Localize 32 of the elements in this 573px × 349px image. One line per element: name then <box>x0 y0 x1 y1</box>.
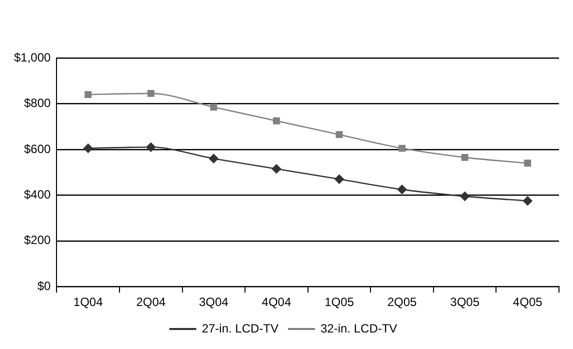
y-tick-label: $400 <box>24 187 52 202</box>
x-tick-label: 2Q05 <box>387 295 418 310</box>
y-tick-label: $0 <box>37 278 52 293</box>
legend-label: 27-in. LCD-TV <box>202 321 278 336</box>
point <box>83 144 93 153</box>
x-tick-label: 1Q05 <box>324 295 354 310</box>
y-tick-label: $800 <box>24 96 52 110</box>
point <box>272 164 282 174</box>
y-tick-label: $200 <box>24 233 52 248</box>
point <box>461 154 468 161</box>
x-tick-label: 4Q05 <box>512 295 543 310</box>
x-tick-label: 3Q04 <box>198 295 229 310</box>
point <box>84 91 92 98</box>
point <box>522 196 532 206</box>
legend-label: 32-in. LCD-TV <box>320 321 398 336</box>
point <box>460 192 470 201</box>
x-tick-label: 4Q04 <box>262 295 292 310</box>
point <box>146 142 156 152</box>
x-tick-label: 2Q04 <box>136 295 166 310</box>
x-tick-label: 3Q05 <box>450 295 480 310</box>
point <box>210 104 218 111</box>
point <box>334 174 344 184</box>
point <box>397 184 407 194</box>
y-tick-label: $1,000 <box>14 50 52 64</box>
y-tick-label: $600 <box>24 142 52 156</box>
point <box>147 90 154 97</box>
point <box>336 131 343 138</box>
point <box>398 144 406 152</box>
point <box>272 117 280 124</box>
point <box>209 154 218 164</box>
x-tick-label: 1Q04 <box>73 295 104 310</box>
point <box>524 160 532 167</box>
